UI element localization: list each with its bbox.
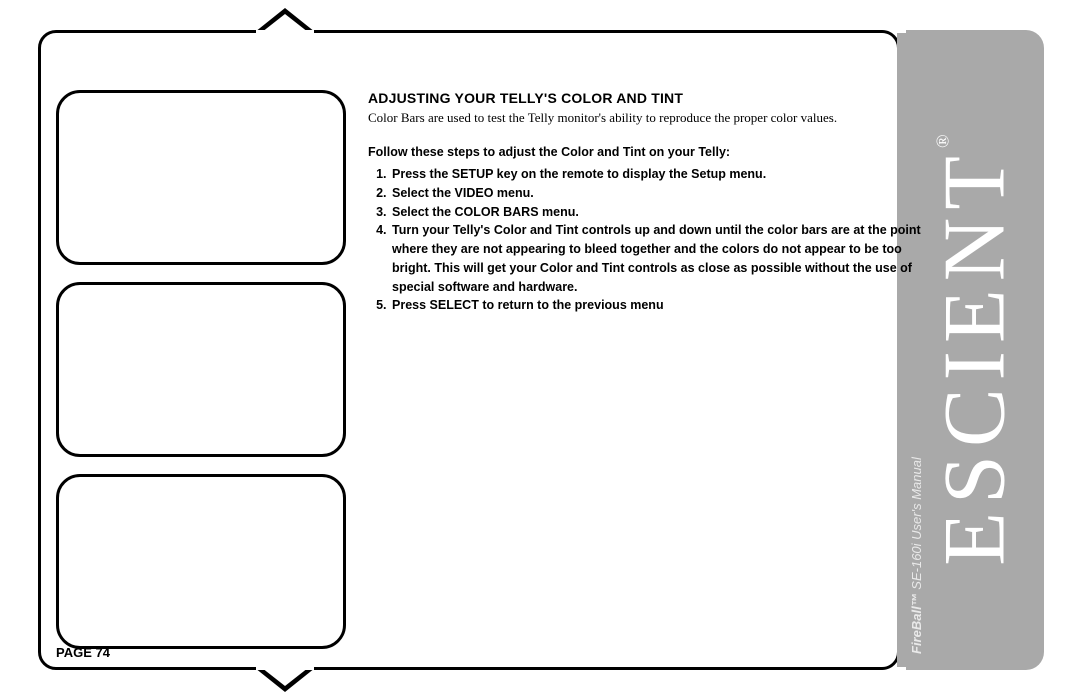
step-item: Select the VIDEO menu. — [390, 184, 923, 203]
brand-logo: ESCIENT® — [925, 134, 1026, 565]
screen-placeholder-2 — [56, 282, 346, 457]
screen-placeholder-3 — [56, 474, 346, 649]
step-item: Turn your Telly's Color and Tint control… — [390, 221, 923, 296]
step-item: Press the SETUP key on the remote to dis… — [390, 165, 923, 184]
brand-sidebar: ESCIENT® FireBall™ SE-160i User's Manual — [906, 30, 1044, 670]
step-item: Press SELECT to return to the previous m… — [390, 296, 923, 315]
step-item: Select the COLOR BARS menu. — [390, 203, 923, 222]
steps-list: Press the SETUP key on the remote to dis… — [368, 165, 923, 315]
screen-placeholder-1 — [56, 90, 346, 265]
subtitle-product: FireBall™ — [909, 593, 924, 654]
section-heading: ADJUSTING YOUR TELLY'S COLOR AND TINT — [368, 90, 923, 106]
page-number: PAGE 74 — [56, 645, 110, 660]
subtitle-model: SE-160i — [909, 540, 924, 593]
intro-text: Color Bars are used to test the Telly mo… — [368, 110, 923, 126]
product-subtitle: FireBall™ SE-160i User's Manual — [909, 457, 924, 654]
brand-name: ESCIENT — [927, 148, 1024, 566]
registered-mark: ® — [933, 134, 953, 148]
instruction-column: ADJUSTING YOUR TELLY'S COLOR AND TINT Co… — [368, 90, 923, 315]
content-area: ADJUSTING YOUR TELLY'S COLOR AND TINT Co… — [38, 30, 900, 670]
subtitle-doc: User's Manual — [909, 457, 924, 540]
steps-lead: Follow these steps to adjust the Color a… — [368, 144, 923, 161]
